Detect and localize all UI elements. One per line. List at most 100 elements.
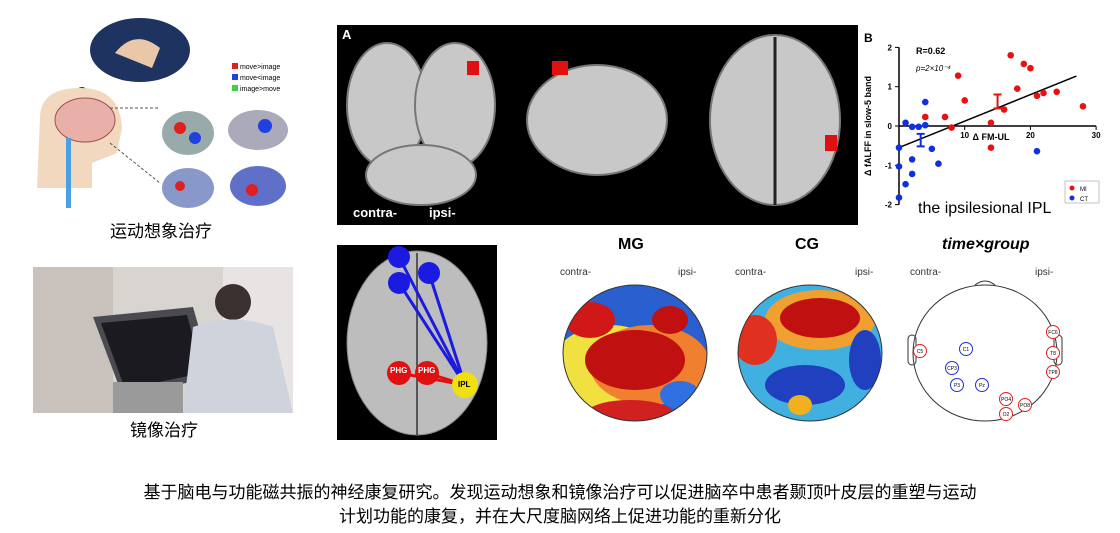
chart-subtitle: the ipsilesional IPL [918, 200, 1052, 217]
contra-label: contra- [735, 267, 767, 278]
node-phg [387, 361, 411, 385]
ipsi-label: ipsi- [429, 205, 456, 220]
mirror-therapy-label: 镜像治疗 [130, 421, 198, 441]
ipl-label: IPL [458, 380, 471, 389]
electrode-po4 [999, 392, 1013, 406]
data-point-mi [1000, 106, 1008, 113]
error-bar-mi [993, 93, 1002, 110]
data-point-ct [921, 98, 929, 106]
data-point-ct [895, 194, 903, 201]
phg-label: PHG [390, 366, 408, 375]
ipsi-label: ipsi- [1035, 267, 1054, 278]
ipsi-label: ipsi- [678, 267, 697, 278]
y-tick-label: 0 [888, 122, 893, 131]
motor-imagery-label: 运动想象治疗 [110, 222, 212, 242]
node-icon [388, 246, 410, 268]
y-tick-label: 2 [888, 43, 893, 52]
panel-a-fmri: A contra- ipsi- [337, 25, 858, 225]
electrode-po8 [1018, 398, 1032, 412]
panel-letter: A [342, 27, 352, 42]
legend-box [1064, 180, 1100, 204]
contra-label: contra- [353, 205, 398, 220]
data-point-ct [908, 156, 916, 163]
ipsi-label: ipsi- [855, 267, 874, 278]
data-point-ct [902, 119, 909, 127]
regression-line [898, 75, 1077, 149]
contra-label: contra- [910, 267, 942, 278]
data-point-mi [1020, 60, 1028, 68]
motor-imagery-illustration [37, 18, 288, 208]
data-point-mi [987, 144, 995, 151]
electrode-t8 [1046, 346, 1060, 360]
electrode-label: C1 [963, 347, 970, 353]
data-point-mi [1033, 92, 1041, 100]
data-point-ct [908, 170, 916, 178]
data-point-ct [915, 123, 923, 131]
y-axis-label: Δ fALFF in slow-5 band [863, 76, 873, 176]
y-tick-label: -1 [885, 161, 893, 170]
caption-line-2: 计划功能的康复，并在大尺度脑网络上促进功能的重新分化 [339, 507, 781, 527]
electrode-label: CP3 [947, 366, 957, 372]
y-tick-label: 1 [888, 83, 893, 92]
topomap-title: MG [618, 236, 644, 253]
topomap-time-group: C5 FC6 T8 TP8 PO4 PO8 O2 C1 CP3 P3 Pz [907, 280, 1063, 422]
data-point-ct [935, 160, 942, 168]
annotation-p: p=2×10⁻⁴ [915, 64, 951, 73]
electrode-label: C5 [917, 349, 924, 355]
legend-label: CT [1080, 197, 1088, 203]
data-point-ct [902, 180, 909, 188]
electrode-cp3 [945, 361, 959, 375]
topomap-mg [562, 284, 708, 422]
data-point-ct [921, 121, 929, 129]
electrode-p3 [950, 378, 964, 392]
contra-label: contra- [560, 267, 592, 278]
x-axis-label: Δ FM-UL [972, 132, 1009, 142]
error-bar-ct [916, 132, 925, 148]
legend-label: MI [1080, 187, 1087, 193]
electrode-label: PO4 [1001, 397, 1011, 403]
data-point-mi [941, 113, 949, 121]
activation-cluster [825, 135, 837, 151]
electrode-label: TP8 [1048, 370, 1057, 376]
data-point-ct [895, 144, 903, 151]
activation-cluster [552, 61, 568, 75]
electrode-tp8 [1046, 365, 1060, 379]
legend-item: move<image [239, 75, 281, 82]
data-point-mi [954, 72, 962, 79]
y-tick-label: -2 [885, 201, 893, 210]
brain-legend: move>image move<image image>move [232, 62, 280, 95]
node-phg [415, 361, 439, 385]
electrode-label: T8 [1050, 351, 1056, 357]
panel-letter: B [864, 31, 873, 45]
topomap-title: CG [795, 236, 819, 253]
x-tick-label: 30 [1092, 131, 1101, 140]
data-point-ct [1033, 147, 1041, 155]
data-point-mi [1079, 103, 1087, 110]
x-tick-label: 20 [1026, 131, 1035, 140]
electrode-label: O2 [1003, 412, 1010, 418]
connectivity-brain [337, 245, 497, 440]
topomap-cg [737, 284, 883, 422]
node-ipl [452, 372, 478, 398]
data-point-ct [895, 163, 903, 170]
electrode-c5 [913, 344, 927, 358]
electrode-label: P3 [954, 383, 960, 389]
data-point-mi [948, 124, 955, 131]
data-point-mi [921, 113, 929, 121]
electrode-label: FC6 [1048, 330, 1058, 336]
caption-line-1: 基于脑电与功能磁共振的神经康复研究。发现运动想象和镜像治疗可以促进脑卒中患者颞顶… [143, 483, 977, 503]
data-point-mi [1053, 88, 1060, 96]
x-tick-label: 10 [960, 131, 969, 140]
electrode-label: Pz [979, 383, 985, 389]
data-point-ct [928, 145, 936, 153]
electrode-fc6 [1046, 325, 1060, 339]
mirror-therapy-photo [33, 267, 293, 413]
legend-item: move>image [239, 64, 281, 71]
data-point-mi [1040, 89, 1047, 97]
data-point-ct [908, 123, 916, 131]
annotation-r: R=0.62 [916, 46, 945, 56]
activation-cluster [467, 61, 479, 75]
data-point-mi [1027, 64, 1034, 72]
electrode-pz [975, 378, 989, 392]
